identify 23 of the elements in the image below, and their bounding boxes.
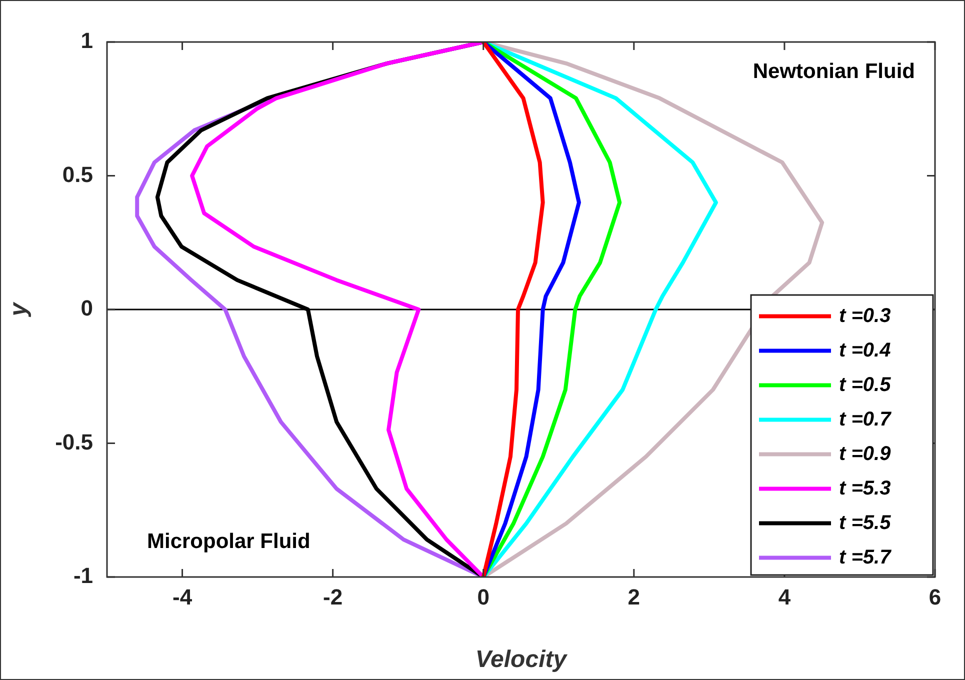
x-tick-label: 6 [928,584,942,610]
x-axis-title: Velocity [475,646,568,674]
annotation: Newtonian Fluid [752,60,915,83]
legend-label: t =0.3 [839,304,891,327]
x-tick-label: 2 [628,584,640,610]
annotation: Micropolar Fluid [147,530,310,553]
legend-label: t =5.7 [839,546,892,568]
y-axis-title: y [5,301,32,318]
legend-label: t =0.5 [839,374,892,396]
legend-label: t =0.7 [839,408,892,430]
legend-label: t =5.5 [839,512,892,534]
legend-label: t =0.4 [839,339,891,362]
y-tick-label: -0.5 [55,429,93,454]
x-tick-label: -2 [323,584,343,610]
y-tick-label: 0.5 [62,162,93,187]
x-tick-label: -4 [172,584,193,610]
legend-label: t =5.3 [839,477,891,500]
legend-label: t =0.9 [839,442,892,465]
y-tick-label: 0 [80,296,93,321]
x-tick-label: 4 [778,584,792,610]
y-tick-label: 1 [80,28,93,54]
y-tick-label: -1 [73,563,93,588]
x-tick-label: 0 [477,584,490,610]
